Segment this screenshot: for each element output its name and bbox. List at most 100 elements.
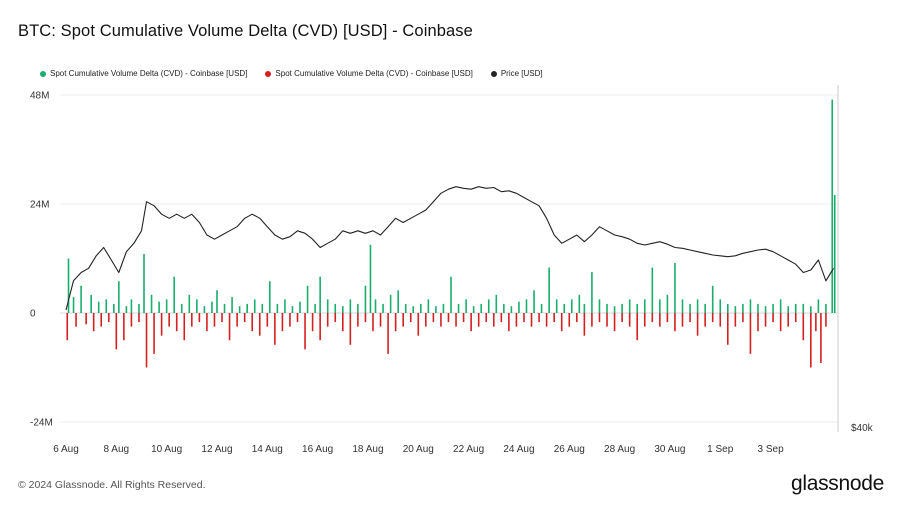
x-tick-label: 8 Aug bbox=[104, 444, 130, 455]
x-tick-label: 30 Aug bbox=[654, 444, 685, 455]
cvd-bar-positive bbox=[319, 276, 321, 313]
cvd-bar-negative bbox=[153, 313, 155, 354]
cvd-bar-positive bbox=[420, 303, 422, 313]
chart-legend: Spot Cumulative Volume Delta (CVD) - Coi… bbox=[40, 69, 543, 78]
cvd-bar-negative bbox=[492, 313, 495, 327]
cvd-bar-negative bbox=[477, 313, 480, 327]
cvd-bar-positive bbox=[734, 306, 737, 313]
cvd-bar-positive bbox=[726, 303, 729, 313]
cvd-bar-positive bbox=[412, 306, 415, 313]
price-line bbox=[65, 186, 834, 311]
cvd-bar-positive bbox=[349, 299, 352, 313]
legend-item-cvd-negative[interactable]: Spot Cumulative Volume Delta (CVD) - Coi… bbox=[265, 69, 473, 78]
legend-swatch-black bbox=[490, 70, 497, 77]
cvd-bar-positive bbox=[382, 303, 384, 313]
cvd-bar-negative bbox=[402, 313, 404, 327]
legend-item-price[interactable]: Price [USD] bbox=[490, 69, 543, 78]
cvd-bar-positive bbox=[130, 299, 133, 313]
cvd-bar-positive bbox=[757, 303, 759, 313]
cvd-bar-positive bbox=[113, 303, 115, 313]
cvd-bar-negative bbox=[296, 313, 299, 323]
cvd-bar-negative bbox=[319, 313, 321, 341]
cvd-bar-positive bbox=[253, 299, 256, 313]
cvd-bar-negative bbox=[440, 313, 442, 327]
cvd-bar-positive bbox=[180, 303, 183, 313]
x-tick-label: 26 Aug bbox=[554, 444, 585, 455]
cvd-bar-positive bbox=[118, 281, 120, 313]
cvd-bar-negative bbox=[92, 313, 95, 332]
cvd-bar-positive bbox=[802, 303, 805, 313]
y-tick-label: 0 bbox=[30, 309, 36, 320]
y-tick-label: 24M bbox=[30, 200, 49, 211]
cvd-bar-positive bbox=[711, 285, 714, 313]
cvd-bar-negative bbox=[168, 313, 170, 327]
cvd-bar-positive bbox=[238, 306, 241, 313]
cvd-bar-positive bbox=[203, 306, 206, 313]
cvd-bar-negative bbox=[409, 313, 412, 323]
x-tick-label: 18 Aug bbox=[352, 444, 383, 455]
cvd-bar-negative bbox=[274, 313, 276, 345]
cvd-bar-negative bbox=[357, 313, 359, 327]
cvd-bar-positive bbox=[72, 297, 75, 313]
cvd-bar-positive bbox=[704, 303, 706, 313]
cvd-bar-negative bbox=[470, 313, 472, 332]
cvd-bar-negative bbox=[651, 313, 654, 323]
cvd-bar-positive bbox=[817, 299, 820, 313]
legend-item-cvd-positive[interactable]: Spot Cumulative Volume Delta (CVD) - Coi… bbox=[40, 69, 247, 78]
cvd-bar-negative bbox=[379, 313, 382, 327]
cvd-bar-positive bbox=[651, 267, 654, 313]
cvd-bar-negative bbox=[659, 313, 661, 327]
cvd-bar-positive bbox=[306, 285, 309, 313]
cvd-bar-negative bbox=[764, 313, 767, 327]
cvd-bar-negative bbox=[666, 313, 669, 323]
cvd-bar-negative bbox=[462, 313, 465, 323]
cvd-bar-negative bbox=[183, 313, 186, 341]
legend-label: Spot Cumulative Volume Delta (CVD) - Coi… bbox=[50, 69, 248, 78]
cvd-bar-positive bbox=[472, 306, 475, 313]
cvd-bar-positive bbox=[719, 299, 722, 313]
cvd-bar-negative bbox=[311, 313, 314, 332]
cvd-bar-negative bbox=[107, 313, 110, 323]
cvd-bar-positive bbox=[216, 290, 218, 313]
cvd-bar-positive bbox=[291, 306, 294, 313]
cvd-bar-negative bbox=[425, 313, 427, 327]
cvd-bar-negative bbox=[145, 313, 148, 368]
cvd-bar-positive bbox=[276, 303, 279, 313]
cvd-bar-negative bbox=[757, 313, 759, 332]
cvd-bar-negative bbox=[515, 313, 518, 327]
y-tick-label: -24M bbox=[30, 418, 53, 429]
cvd-bar-positive bbox=[231, 297, 233, 313]
y-tick-label: 48M bbox=[30, 91, 49, 102]
cvd-bar-positive bbox=[173, 276, 176, 313]
x-tick-label: 22 Aug bbox=[453, 444, 484, 455]
cvd-bar-negative bbox=[545, 313, 548, 327]
cvd-bar-positive bbox=[261, 303, 264, 313]
cvd-bar-positive bbox=[397, 290, 399, 313]
cvd-bar-positive bbox=[143, 253, 145, 313]
cvd-bar-negative bbox=[500, 313, 503, 323]
cvd-bar-negative bbox=[810, 313, 812, 368]
cvd-bar-positive bbox=[90, 294, 92, 313]
cvd-bar-negative bbox=[243, 313, 246, 323]
cvd-bar-positive bbox=[211, 301, 213, 313]
cvd-bar-positive bbox=[97, 301, 100, 313]
cvd-bar-negative bbox=[820, 313, 822, 363]
cvd-bar-positive bbox=[442, 303, 445, 313]
cvd-bar-negative bbox=[636, 313, 639, 341]
cvd-bar-negative bbox=[115, 313, 118, 350]
cvd-bar-negative bbox=[628, 313, 631, 327]
cvd-bar-negative bbox=[749, 313, 752, 354]
cvd-bar-negative bbox=[583, 313, 586, 336]
cvd-bar-positive bbox=[341, 306, 344, 313]
cvd-bar-negative bbox=[568, 313, 571, 327]
cvd-bar-positive bbox=[681, 299, 684, 313]
cvd-bar-negative bbox=[681, 313, 684, 327]
cvd-bar-positive bbox=[457, 303, 460, 313]
cvd-bar-negative bbox=[726, 313, 729, 345]
cvd-bar-positive bbox=[540, 303, 543, 313]
cvd-bar-negative bbox=[304, 313, 306, 350]
cvd-bar-positive bbox=[772, 303, 774, 313]
cvd-bar-negative bbox=[560, 313, 563, 332]
cvd-bar-positive bbox=[621, 303, 623, 313]
